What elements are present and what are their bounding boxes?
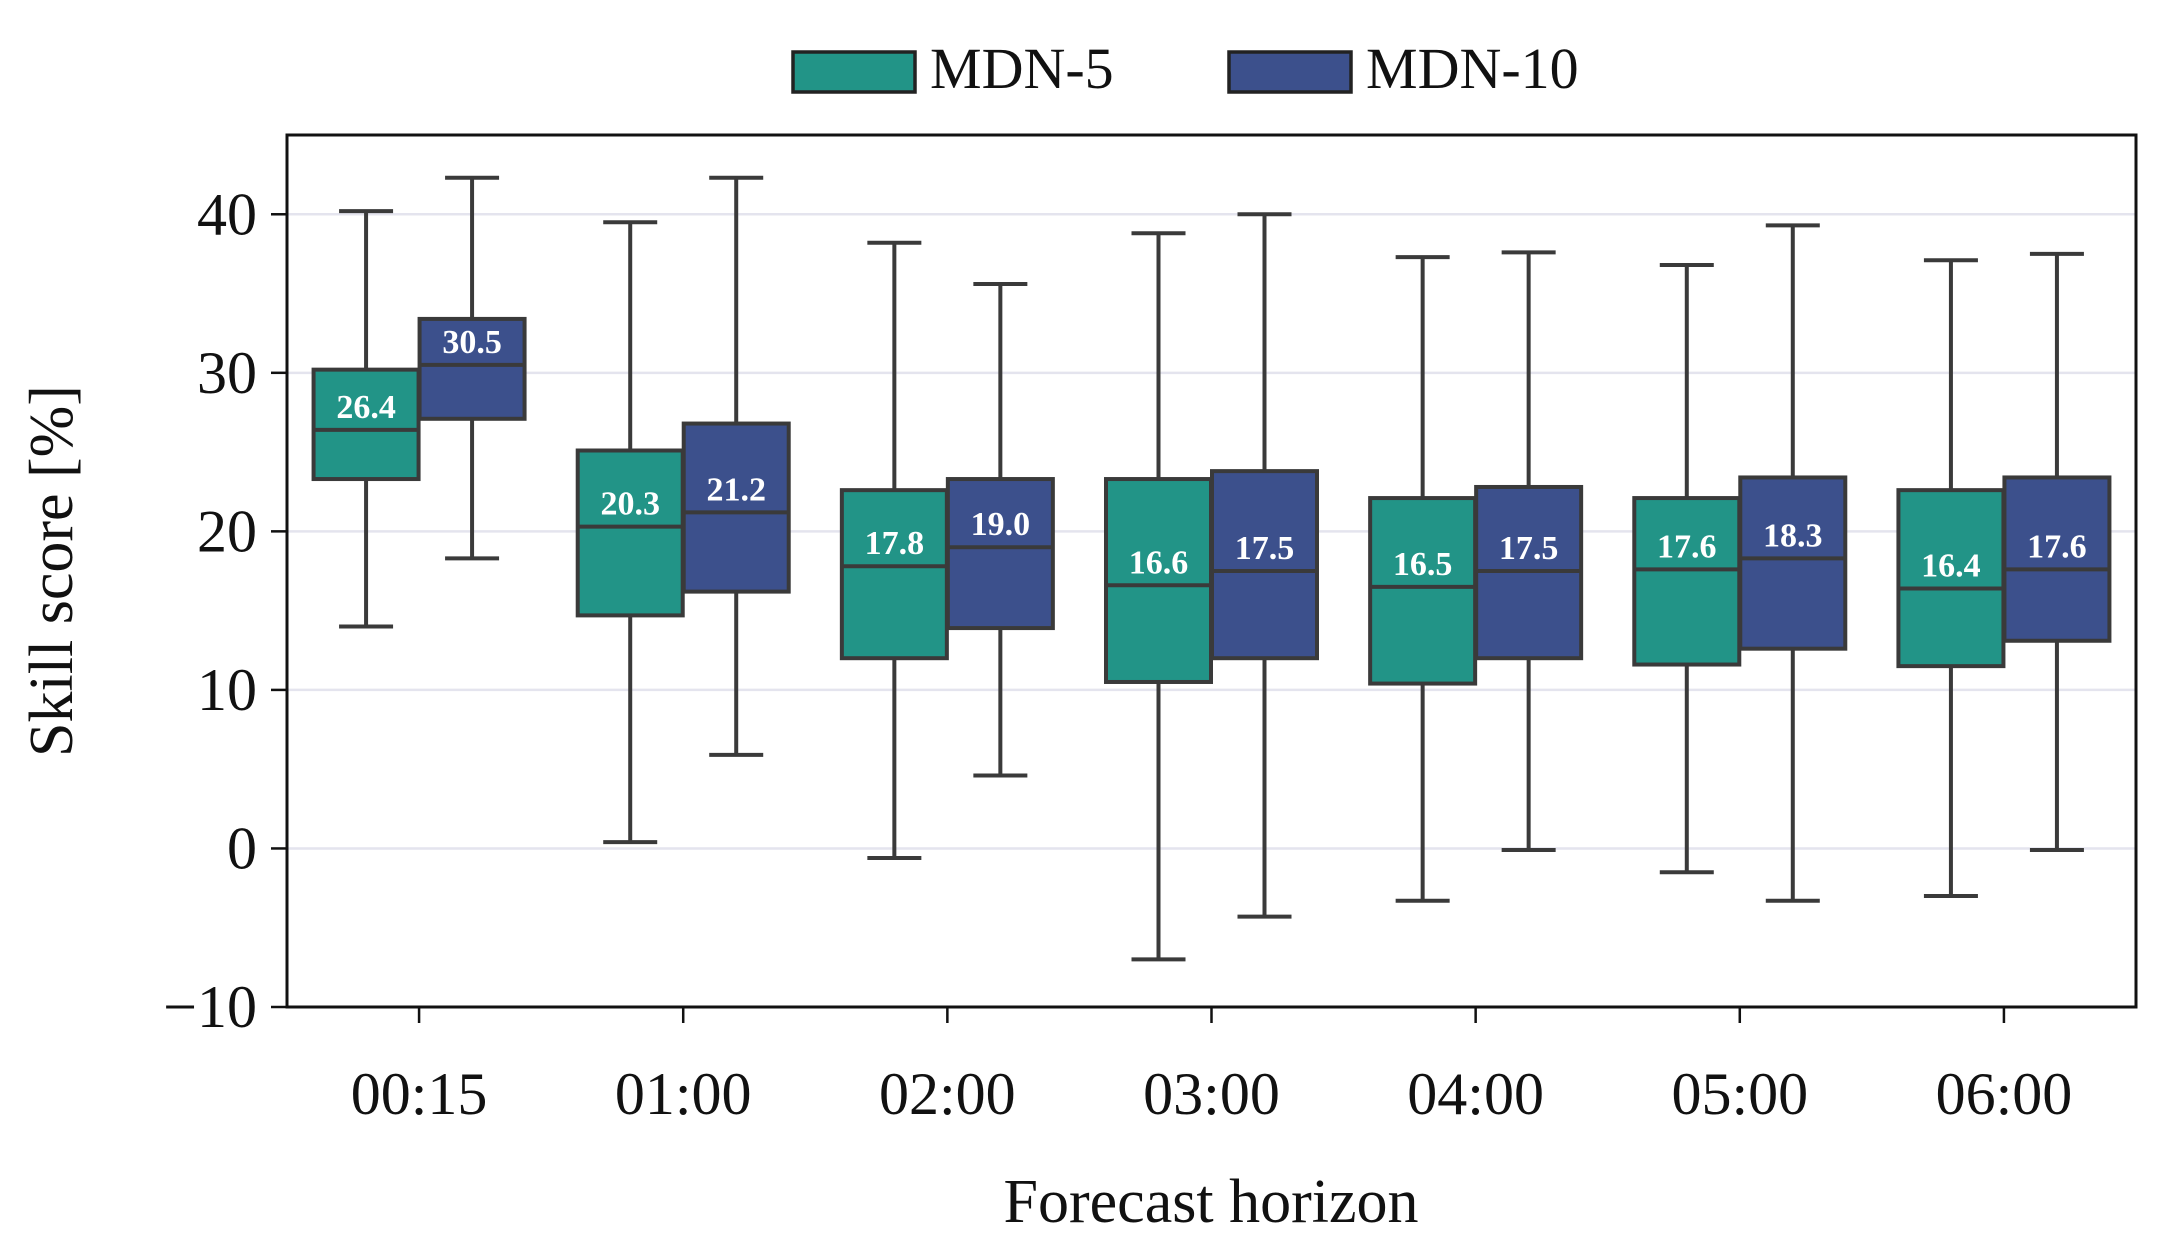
median-label: 18.3	[1763, 517, 1823, 554]
iqr-box	[839, 488, 949, 661]
median-label: 19.0	[971, 506, 1031, 543]
median-label: 16.5	[1393, 546, 1453, 583]
x-axis-title: Forecast horizon	[1004, 1168, 1419, 1236]
y-tick-label: 0	[227, 815, 257, 881]
box-mdn-10-0200: 19.0	[945, 282, 1055, 778]
box-mdn-10-0600: 17.6	[2002, 251, 2112, 853]
y-axis-title: Skill score [%]	[18, 385, 86, 757]
iqr-box	[1632, 496, 1742, 667]
median-label: 17.6	[1657, 528, 1717, 565]
median-label: 30.5	[442, 324, 502, 361]
iqr-box	[945, 477, 1055, 631]
box-mdn-10-0500: 18.3	[1738, 223, 1848, 903]
iqr-box	[417, 316, 527, 421]
legend-swatch	[791, 50, 917, 94]
x-tick-label: 06:00	[1936, 1061, 2073, 1127]
box-mdn-5-0200: 17.8	[839, 240, 949, 860]
legend: MDN-5 MDN-10	[791, 36, 1579, 101]
median-label: 16.4	[1921, 547, 1981, 584]
box-mdn-5-0600: 16.4	[1896, 258, 2006, 899]
box-mdn-5-0400: 16.5	[1368, 255, 1478, 903]
x-tick-label: 00:15	[351, 1061, 488, 1127]
box-mdn-10-0300: 17.5	[1210, 212, 1319, 919]
iqr-box	[1368, 496, 1478, 686]
series-mdn-10: 30.5 21.2 19.0 17.5 17.5 18.3 17.6	[417, 175, 2112, 919]
y-axis: −10 0 10 20 30 40	[163, 181, 287, 1040]
x-axis: 00:15 01:00 02:00 03:00 04:00 05:00 06:00	[351, 1007, 2073, 1127]
median-label: 21.2	[706, 471, 766, 508]
median-label: 17.8	[865, 525, 925, 562]
x-tick-label: 05:00	[1671, 1061, 1808, 1127]
iqr-box	[1210, 469, 1319, 661]
median-label: 20.3	[600, 486, 660, 523]
box-mdn-5-0015: 26.4	[311, 209, 421, 629]
legend-swatch	[1227, 50, 1353, 94]
y-tick-label: 20	[197, 498, 257, 564]
iqr-box	[2002, 475, 2112, 643]
legend-label: MDN-5	[930, 36, 1114, 101]
legend-item-mdn-5: MDN-5	[791, 36, 1114, 101]
median-label: 17.5	[1235, 530, 1295, 567]
x-tick-label: 01:00	[615, 1061, 752, 1127]
x-tick-label: 04:00	[1407, 1061, 1544, 1127]
y-tick-label: −10	[163, 974, 257, 1040]
median-label: 17.6	[2027, 528, 2087, 565]
iqr-box	[575, 448, 685, 618]
median-label: 26.4	[336, 389, 396, 426]
series-mdn-5: 26.4 20.3 17.8 16.6 16.5 17.6 16.4	[311, 209, 2006, 962]
x-tick-label: 02:00	[879, 1061, 1016, 1127]
y-tick-label: 30	[197, 340, 257, 406]
box-mdn-5-0500: 17.6	[1632, 263, 1742, 875]
iqr-box	[1738, 475, 1848, 651]
box-mdn-5-0300: 16.6	[1104, 231, 1213, 962]
median-label: 16.6	[1129, 544, 1189, 581]
median-label: 17.5	[1499, 530, 1559, 567]
box-mdn-5-0100: 20.3	[575, 220, 685, 845]
iqr-box	[311, 367, 421, 482]
box-mdn-10-0400: 17.5	[1474, 250, 1584, 853]
legend-item-mdn-10: MDN-10	[1227, 36, 1579, 101]
iqr-box	[681, 421, 791, 594]
legend-label: MDN-10	[1366, 36, 1579, 101]
box-mdn-10-0015: 30.5	[417, 175, 527, 561]
x-tick-label: 03:00	[1143, 1061, 1280, 1127]
y-tick-label: 10	[197, 657, 257, 723]
box-mdn-10-0100: 21.2	[681, 175, 791, 757]
y-tick-label: 40	[197, 181, 257, 247]
boxes-layer: 26.4 20.3 17.8 16.6 16.5 17.6 16.4 30.5 21.2 19.0…	[311, 175, 2112, 962]
